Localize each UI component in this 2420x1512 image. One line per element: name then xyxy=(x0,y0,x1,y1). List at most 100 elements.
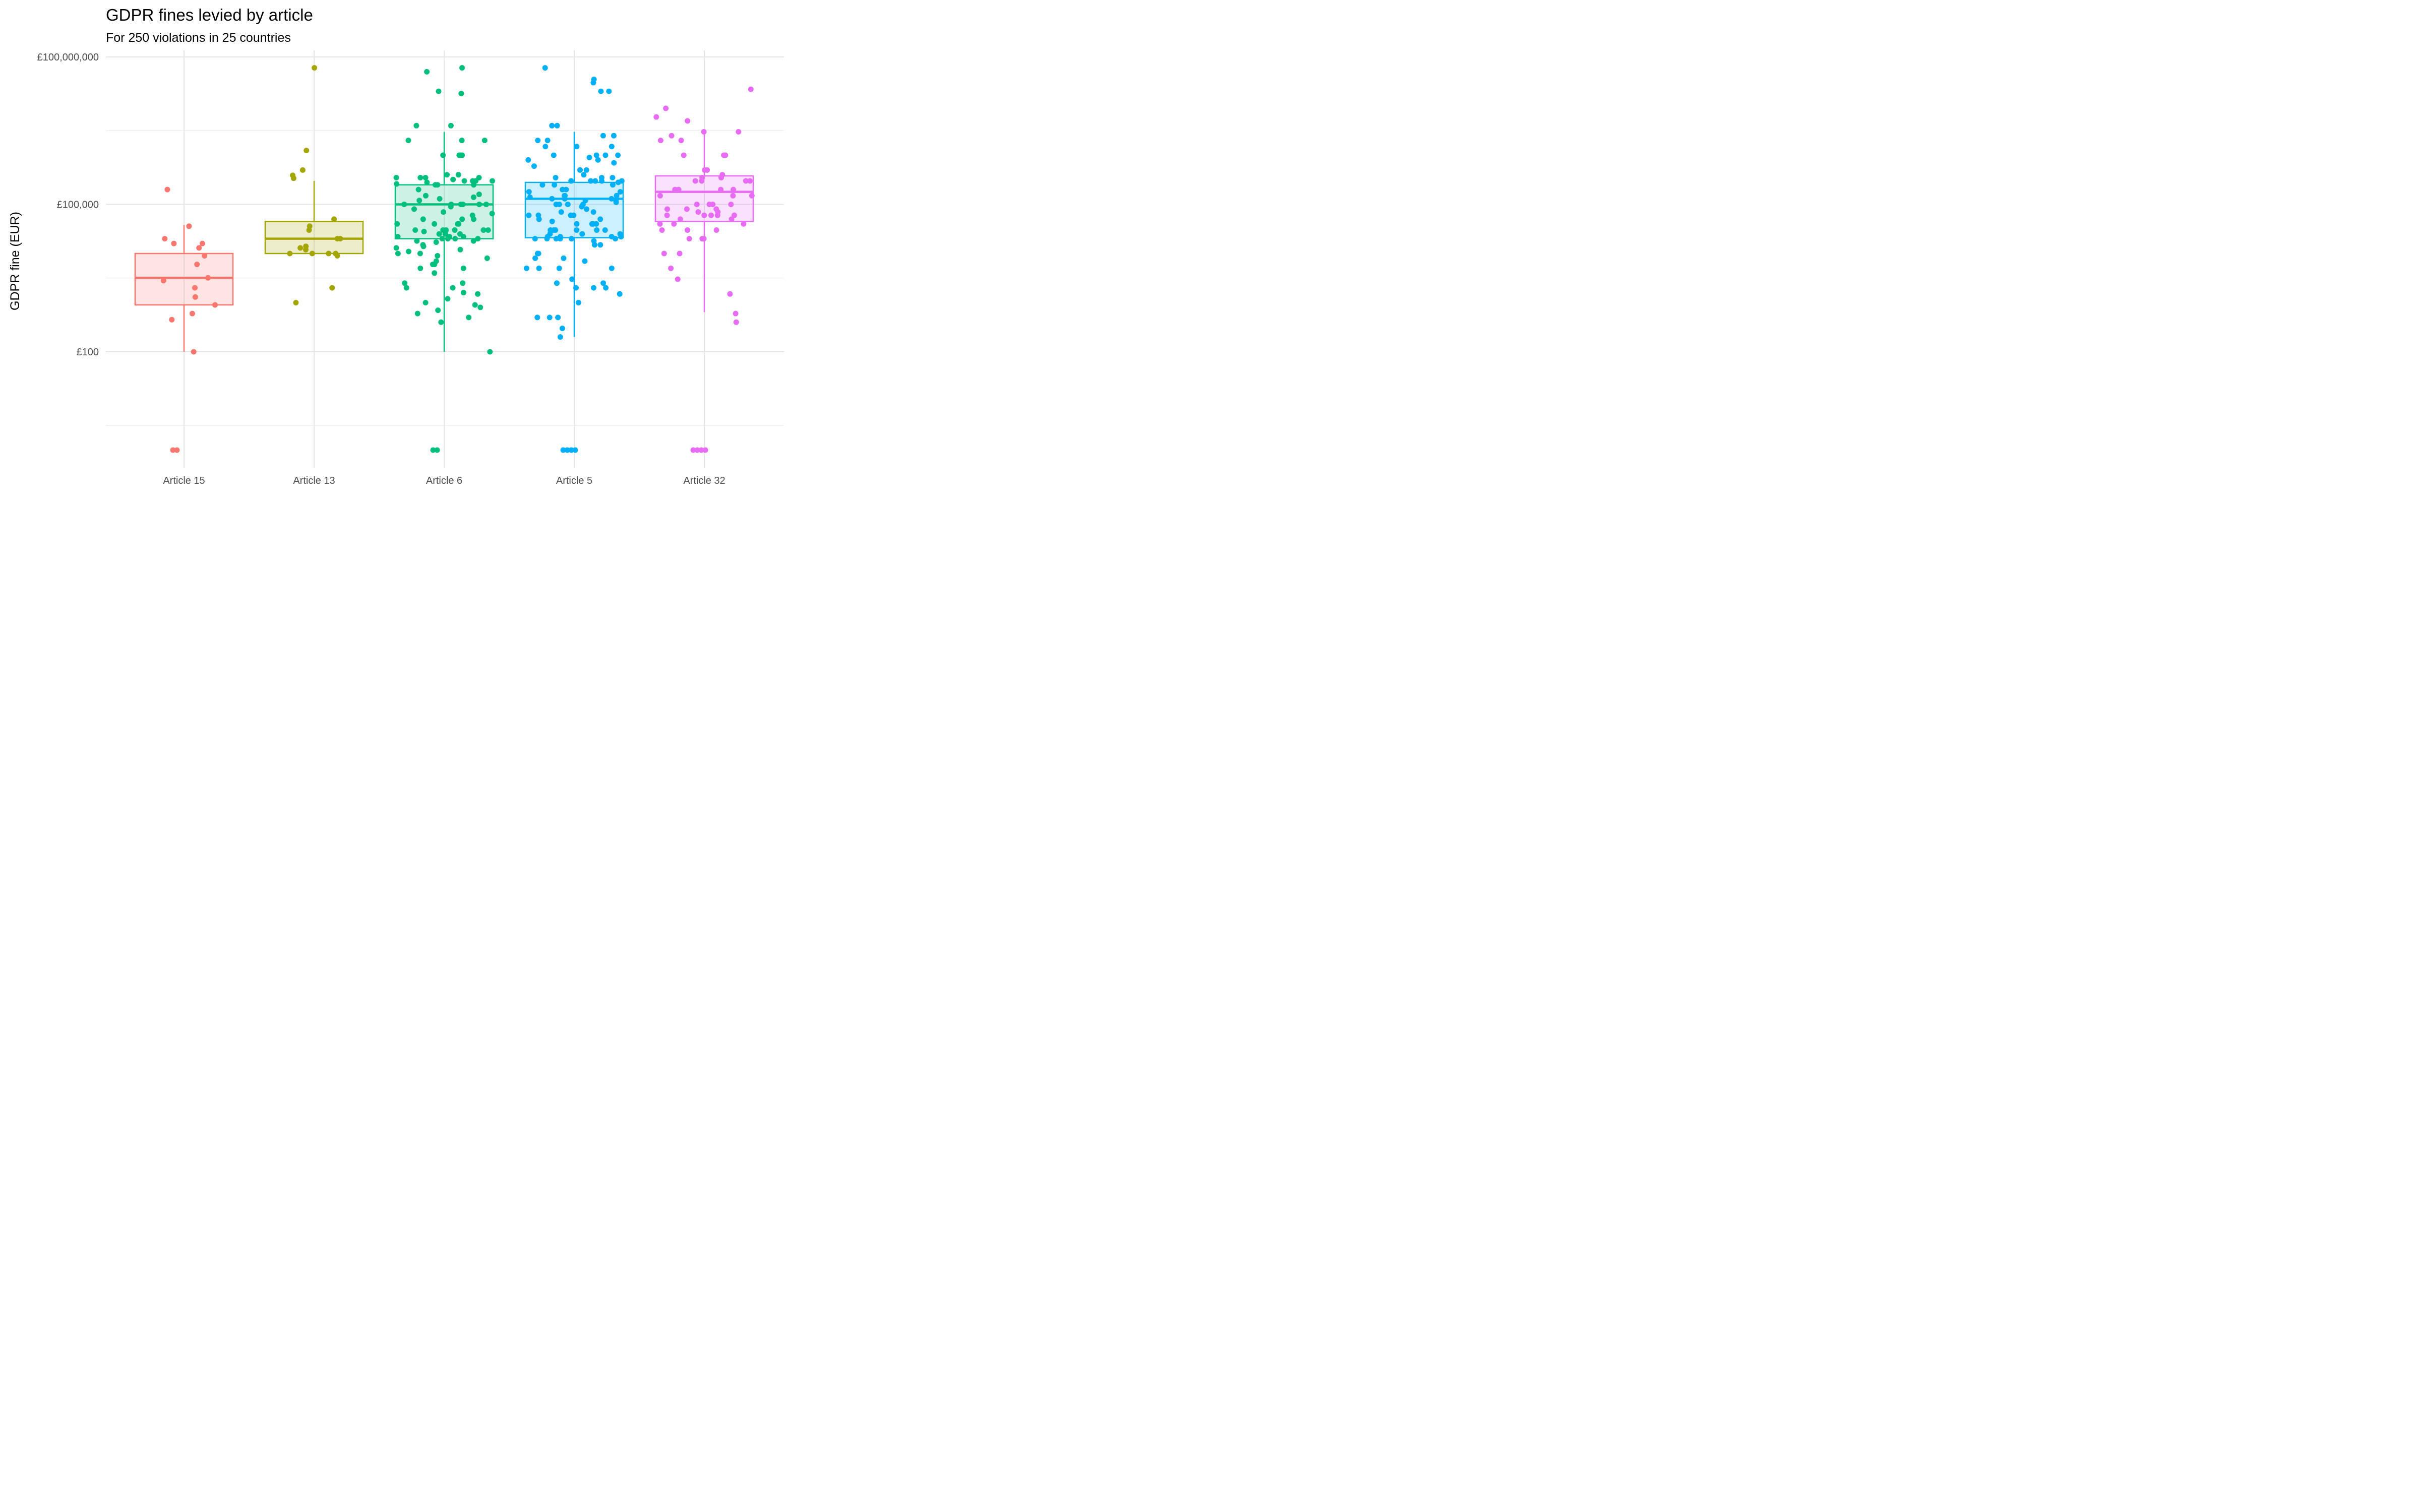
data-point xyxy=(535,138,541,144)
data-point xyxy=(568,447,574,453)
data-point xyxy=(591,77,597,82)
data-point xyxy=(459,216,465,222)
data-point xyxy=(457,231,463,237)
data-point xyxy=(490,178,495,184)
data-point xyxy=(469,212,475,218)
data-point xyxy=(536,265,542,271)
data-point xyxy=(675,276,681,282)
data-point xyxy=(733,319,739,325)
data-point xyxy=(572,447,578,453)
chart: GDPR fines levied by article For 250 vio… xyxy=(8,6,784,486)
data-point xyxy=(542,65,548,71)
data-point xyxy=(455,172,461,178)
data-point xyxy=(450,285,456,291)
data-point xyxy=(564,447,570,453)
data-point xyxy=(582,198,588,204)
y-axis-label: GDPR fine (EUR) xyxy=(8,212,22,310)
data-point xyxy=(702,447,708,453)
data-point xyxy=(481,138,488,144)
data-point xyxy=(439,236,445,242)
data-point xyxy=(162,236,168,242)
data-point xyxy=(609,196,615,202)
data-point xyxy=(559,326,565,331)
data-point xyxy=(450,176,456,182)
data-point xyxy=(460,290,466,296)
data-point xyxy=(749,193,755,199)
data-point xyxy=(477,304,483,310)
data-point xyxy=(619,178,625,184)
data-point xyxy=(436,88,442,94)
data-point xyxy=(554,280,560,286)
data-point xyxy=(706,202,712,207)
box-article-32 xyxy=(654,132,754,312)
data-point xyxy=(452,227,458,233)
data-point xyxy=(424,69,430,75)
data-point xyxy=(432,270,438,276)
data-point xyxy=(456,221,462,227)
data-point xyxy=(685,118,691,124)
data-point xyxy=(458,91,464,97)
data-point xyxy=(191,349,197,355)
box-article-15 xyxy=(134,225,234,352)
data-point xyxy=(194,262,200,268)
data-point xyxy=(459,138,465,144)
data-point xyxy=(701,212,707,218)
data-point xyxy=(401,202,407,207)
data-point xyxy=(395,234,401,240)
data-point xyxy=(312,65,318,71)
data-point xyxy=(539,182,546,188)
data-point xyxy=(171,240,177,246)
data-point xyxy=(730,193,736,199)
data-point xyxy=(553,202,559,207)
data-point xyxy=(551,152,557,158)
data-point xyxy=(583,167,589,173)
data-point xyxy=(414,310,420,317)
data-point xyxy=(422,175,429,180)
x-tick-label: Article 6 xyxy=(426,475,462,486)
data-point xyxy=(212,302,218,308)
data-point xyxy=(694,202,700,207)
y-tick-label: £100 xyxy=(77,347,99,358)
data-point xyxy=(609,265,615,271)
data-point xyxy=(160,278,166,284)
data-point xyxy=(568,236,574,242)
data-point xyxy=(579,231,585,237)
plot-area xyxy=(134,65,755,453)
data-point xyxy=(590,209,596,215)
data-point xyxy=(476,202,482,207)
data-point xyxy=(174,447,180,453)
data-point xyxy=(448,202,454,207)
data-point xyxy=(664,212,670,218)
data-point xyxy=(334,236,340,242)
data-point xyxy=(435,182,441,188)
data-point xyxy=(424,179,430,185)
data-point xyxy=(406,248,411,255)
data-point xyxy=(574,221,580,227)
data-point xyxy=(422,300,429,305)
y-axis-ticks: £100 £100,000 £100,000,000 xyxy=(37,52,99,358)
data-point xyxy=(731,212,737,218)
data-point xyxy=(476,192,482,198)
data-point xyxy=(470,178,475,184)
data-point xyxy=(713,206,719,212)
box-article-5 xyxy=(524,132,624,337)
data-point xyxy=(686,236,692,242)
data-point xyxy=(690,447,696,453)
data-point xyxy=(287,250,293,257)
data-point xyxy=(661,250,667,257)
data-point xyxy=(560,186,566,193)
data-point xyxy=(669,133,675,139)
data-point xyxy=(304,148,310,154)
data-point xyxy=(560,447,566,453)
data-point xyxy=(743,178,749,184)
data-point xyxy=(573,285,579,291)
data-point xyxy=(448,122,454,129)
data-point xyxy=(695,209,701,215)
data-point xyxy=(698,447,704,453)
data-point xyxy=(668,265,674,271)
data-point xyxy=(445,296,451,302)
data-point xyxy=(549,122,555,129)
data-point xyxy=(692,178,698,184)
data-point xyxy=(694,447,700,453)
data-point xyxy=(457,246,463,253)
